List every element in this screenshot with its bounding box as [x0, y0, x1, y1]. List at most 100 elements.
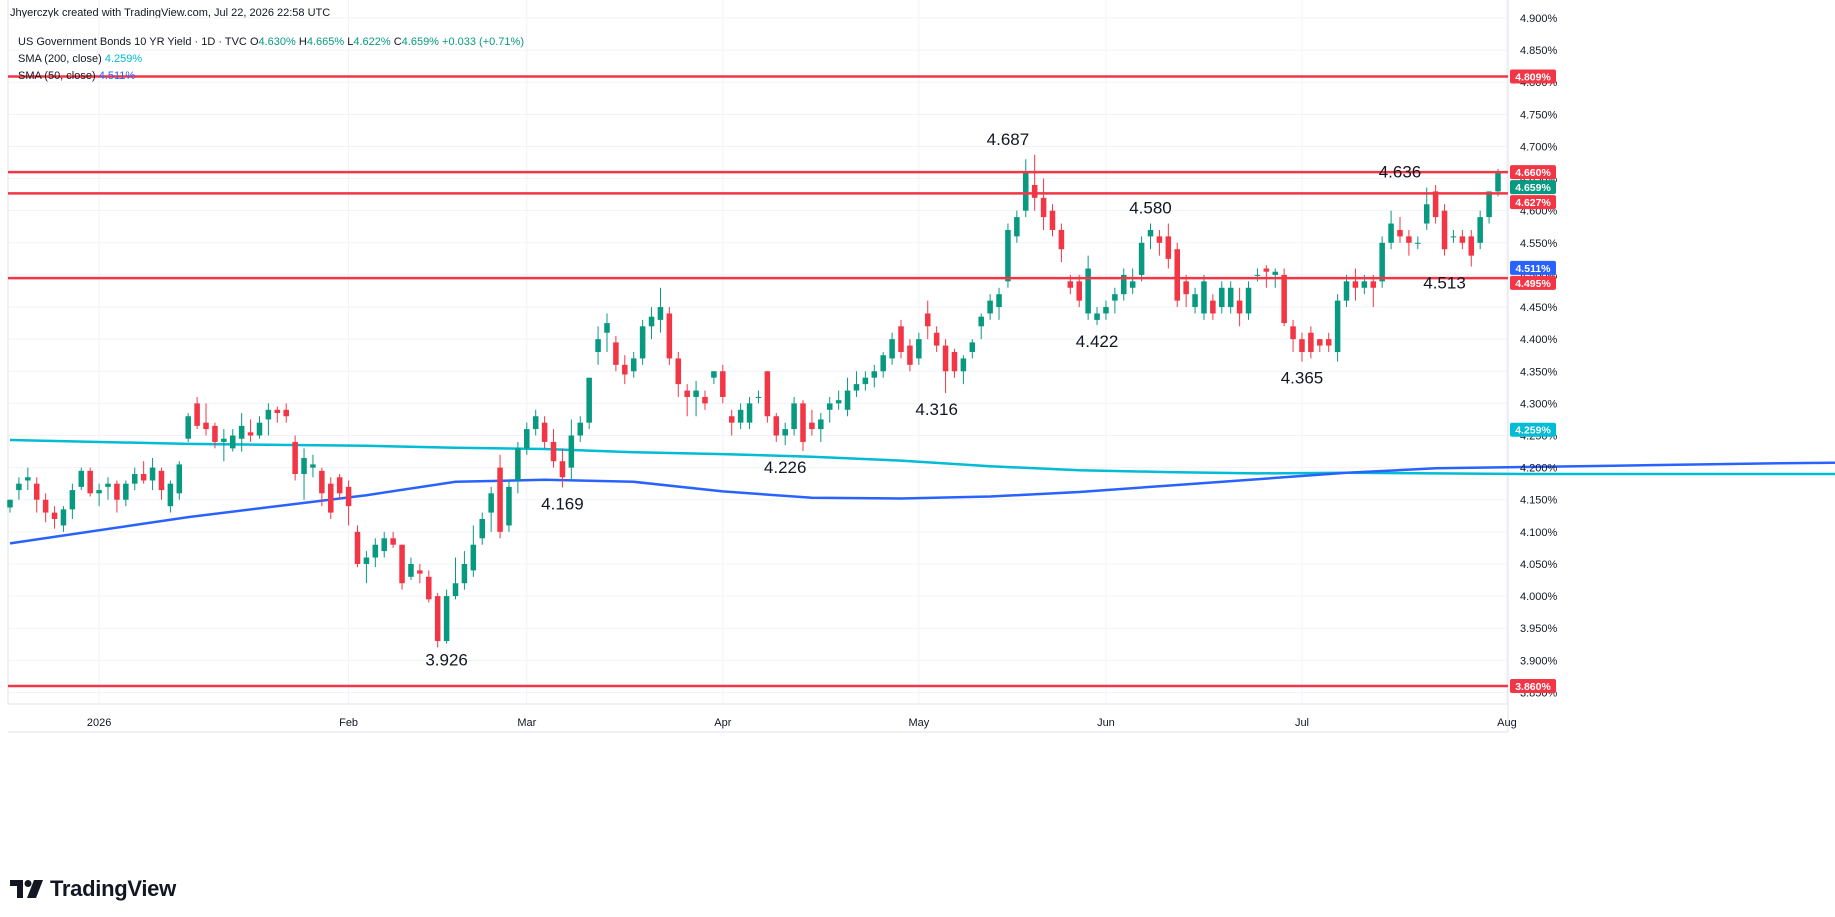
candle-body: [78, 470, 85, 487]
candle-body: [577, 422, 584, 436]
candle: [933, 326, 940, 352]
candle-body: [639, 326, 646, 359]
candle-body: [283, 409, 289, 417]
candle-body: [1397, 229, 1403, 237]
candle-body: [1343, 281, 1350, 301]
candle: [1486, 191, 1492, 224]
candle-body: [417, 570, 423, 574]
candle-body: [167, 483, 174, 507]
candle: [577, 416, 584, 442]
candle-body: [844, 390, 851, 410]
tradingview-logo-icon: [10, 880, 43, 898]
sma50-line: [9, 461, 1835, 545]
candle: [470, 525, 477, 577]
candle: [1040, 178, 1047, 230]
candle-body: [586, 377, 592, 423]
candle-body: [1334, 300, 1341, 352]
candle-body: [1281, 274, 1287, 324]
candle-body: [746, 403, 753, 423]
candle: [898, 319, 904, 359]
candle: [443, 589, 450, 644]
candle-body: [1201, 281, 1207, 314]
tradingview-logo-text: TradingView: [50, 876, 176, 901]
candle-body: [497, 467, 503, 532]
candle: [1014, 210, 1020, 243]
close-value: 4.659%: [401, 36, 439, 48]
y-tick-label: 4.700%: [1520, 141, 1558, 153]
tradingview-logo[interactable]: TradingView: [10, 876, 176, 902]
candle: [1049, 204, 1056, 237]
candle-body: [657, 307, 664, 320]
candle-body: [1388, 223, 1394, 243]
candle-body: [773, 416, 780, 436]
candle-body: [1361, 281, 1368, 288]
candle: [550, 429, 557, 468]
candle-body: [755, 396, 762, 398]
candle: [1165, 223, 1172, 269]
candle-body: [1495, 172, 1501, 192]
candle-body: [835, 400, 842, 404]
price-tag-bg: [1510, 195, 1556, 210]
candle: [613, 335, 619, 372]
x-tick-label: Feb: [339, 717, 358, 729]
candle: [461, 551, 468, 590]
candle: [684, 384, 690, 417]
pivot-label: 4.636: [1379, 163, 1422, 182]
price-tag-label: 4.259%: [1515, 425, 1551, 437]
price-tag-bg: [1510, 679, 1556, 694]
candle: [417, 563, 423, 584]
candle-body: [443, 596, 450, 642]
candle-body: [693, 390, 699, 397]
candle-body: [1040, 197, 1047, 218]
candle: [372, 538, 379, 568]
candle-body: [1423, 204, 1430, 224]
candle: [1210, 294, 1216, 320]
candle-body: [1352, 281, 1359, 288]
candle-body: [702, 396, 708, 404]
candle: [452, 557, 459, 600]
candle: [390, 531, 396, 548]
candle: [1290, 319, 1296, 352]
price-tag-label: 4.660%: [1515, 167, 1551, 179]
x-tick-label: Mar: [517, 717, 536, 729]
candle: [524, 422, 530, 455]
candle-body: [809, 422, 815, 430]
y-tick-label: 4.550%: [1520, 238, 1558, 250]
candle: [33, 477, 40, 513]
candle: [488, 486, 494, 532]
y-tick-label: 4.750%: [1520, 109, 1558, 121]
candle: [42, 493, 49, 523]
candle: [711, 371, 717, 385]
sma200-label: SMA (200, close): [18, 53, 102, 65]
pivot-label: 4.580: [1129, 199, 1172, 218]
candle: [541, 416, 548, 449]
y-tick-label: 4.350%: [1520, 366, 1558, 378]
candle-body: [60, 509, 67, 526]
candle: [1094, 307, 1100, 326]
x-tick-label: 2026: [87, 717, 111, 729]
candle: [737, 403, 744, 430]
candle-body: [301, 457, 307, 475]
candle-body: [1067, 281, 1074, 288]
candle: [238, 413, 245, 452]
candle-body: [7, 499, 13, 508]
candle-body: [185, 416, 191, 439]
candle-body: [310, 464, 316, 468]
price-tag-label: 4.809%: [1515, 71, 1551, 83]
price-tag-bg: [1510, 165, 1556, 180]
candle-body: [390, 538, 396, 545]
candle-body: [532, 416, 539, 430]
low-value: 4.622%: [353, 36, 391, 48]
candle: [586, 377, 592, 430]
candle: [978, 313, 984, 340]
symbol-title: US Government Bonds 10 YR Yield · 1D · T…: [18, 36, 247, 48]
open-value: 4.630%: [258, 36, 296, 48]
candle: [844, 377, 851, 417]
x-tick-label: Jul: [1295, 717, 1309, 729]
y-tick-label: 4.050%: [1520, 559, 1558, 571]
candle-body: [764, 371, 771, 417]
candle-body: [452, 583, 459, 597]
candle-body: [1227, 287, 1234, 308]
candle: [1432, 184, 1439, 224]
